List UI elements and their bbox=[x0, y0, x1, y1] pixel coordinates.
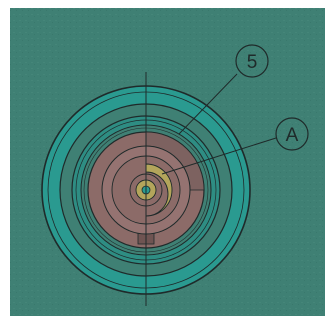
callout-a-label: A bbox=[286, 125, 299, 146]
callout-a: A bbox=[161, 117, 309, 175]
callout-5: 5 bbox=[178, 44, 269, 135]
callout-5-label: 5 bbox=[247, 52, 258, 73]
